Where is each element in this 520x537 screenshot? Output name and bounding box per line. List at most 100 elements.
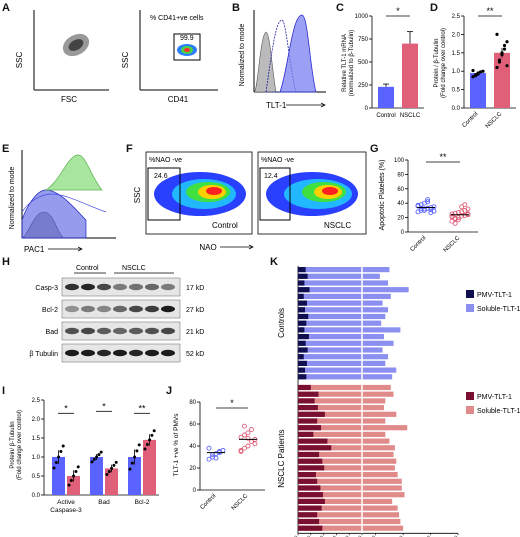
panel-k-control-pmv-bar xyxy=(298,327,305,333)
panel-k-nsclc-pmv-bar xyxy=(298,465,325,471)
panel-k-nsclc-pmv-bar xyxy=(298,391,319,397)
panel-k-control-pmv-bar xyxy=(298,360,307,366)
panel-h-western-blot: Control NSCLC Casp-3 17 kD Bcl-2 27 kD Bad 21… xyxy=(29,265,204,363)
panel-h-band xyxy=(81,305,95,313)
panel-i-point xyxy=(69,479,73,483)
panel-label-g: G xyxy=(370,143,379,155)
panel-k-nsclc-soluble-bar xyxy=(298,391,394,397)
panel-e-histogram: Normalized to mode PAC1 xyxy=(9,150,116,254)
panel-h-band xyxy=(145,349,159,357)
panel-i-x-tick-label: Active xyxy=(57,499,75,506)
panel-k-nsclc-soluble-bar xyxy=(298,431,386,437)
panel-d-y-tick-label: 2.5 xyxy=(452,14,461,20)
panel-h-band xyxy=(161,305,175,313)
panel-i-bar xyxy=(143,439,156,495)
panel-k-nsclc-pmv-bar xyxy=(298,492,323,498)
panel-k-control-pmv-bar xyxy=(298,280,305,286)
panel-k-control-soluble-bar xyxy=(298,347,383,353)
panel-g-chart: 0 20 40 60 80 100 Apoptotic Platelets (%) Contr… xyxy=(379,152,478,254)
panel-k-control-pmv-bar xyxy=(298,273,308,279)
panel-i-point xyxy=(143,447,147,451)
panel-c-sig-label: * xyxy=(396,6,400,16)
panel-k-nsclc-pmv-bar xyxy=(298,384,311,391)
panel-h-band xyxy=(113,283,127,291)
panel-k-nsclc-pmv-bar xyxy=(298,472,316,478)
panel-g-ylabel: Apoptotic Platelets (%) xyxy=(379,160,386,231)
panel-k-nsclc-pmv-bar xyxy=(298,478,318,484)
panel-i-point xyxy=(72,474,76,478)
panel-d-point xyxy=(500,51,504,55)
panel-a-ylabel-ssc: SSC xyxy=(15,52,24,69)
panel-k-control-pmv-bar xyxy=(298,287,310,293)
panel-i-y-tick-label: 2.5 xyxy=(32,398,41,404)
panel-d-point xyxy=(471,75,475,79)
panel-h-band xyxy=(81,283,95,291)
panel-f-gate-label-control: %NAO -ve xyxy=(149,157,182,164)
panel-k-nsclc-soluble-bar xyxy=(298,438,390,444)
panel-k-control-soluble-bar xyxy=(298,367,397,373)
panel-h-band xyxy=(145,305,159,313)
panel-j-point xyxy=(249,427,254,432)
panel-i-point xyxy=(150,433,154,437)
panel-k-nsclc-pmv-bar xyxy=(298,512,318,518)
panel-h-band xyxy=(81,327,95,335)
panel-h-band xyxy=(97,327,111,335)
panel-i-point xyxy=(54,460,58,464)
panel-i-point xyxy=(90,460,94,464)
panel-k-nsclc-soluble-bar xyxy=(298,384,391,391)
panel-i-point xyxy=(107,469,111,473)
panel-g-y-tick-label: 100 xyxy=(394,158,405,164)
panel-g-y-tick-label: 20 xyxy=(397,216,404,222)
panel-k-nsclc-pmv-bar xyxy=(298,411,325,417)
panel-i-x-tick-label: Bcl-2 xyxy=(135,499,150,506)
panel-d-x-tick-label: Control xyxy=(461,111,479,129)
panel-g-point xyxy=(418,205,424,211)
panel-k-legend-pmv-nsclc: PMV-TLT-1 xyxy=(477,394,512,401)
panel-i-point xyxy=(112,463,116,467)
panel-h-group-control: Control xyxy=(76,265,99,272)
panel-k-legend-soluble-control: Soluble-TLT-1 xyxy=(477,306,520,313)
panel-j-chart: 0 20 40 60 80 TLT-1 +ve % of PMVs Control NSCLC… xyxy=(173,398,265,512)
panel-i-point xyxy=(99,450,103,454)
panel-a-xlabel-fsc: FSC xyxy=(61,95,77,104)
panel-a-scatter-cd41: % CD41+ve cells 99.9 SSC CD41 xyxy=(121,10,218,104)
panel-f-control-value: 24.6 xyxy=(154,173,168,180)
panel-label-d: D xyxy=(430,2,438,14)
panel-k-nsclc-pmv-bar xyxy=(298,498,325,504)
panel-k-x-tick-label: 8000 xyxy=(448,534,459,537)
panel-d-y-tick-label: 1.5 xyxy=(452,51,461,57)
panel-k-control-soluble-bar xyxy=(298,307,389,313)
panel-i-bar xyxy=(52,457,65,495)
panel-d-x-tick-label: NSCLC xyxy=(485,111,504,130)
panel-h-band-size: 21 kD xyxy=(186,329,204,336)
panel-h-band xyxy=(129,283,143,291)
panel-k-control-pmv-bar xyxy=(298,313,309,320)
panel-i-y-tick-label: 1.5 xyxy=(32,436,41,442)
panel-k-control-soluble-bar xyxy=(298,320,382,326)
panel-k-x-tick-label: 4000 xyxy=(393,534,404,537)
panel-c-ylabel-1: (normalized to β-Tubulin) xyxy=(349,30,355,97)
panel-k-x-tick-label: 6000 xyxy=(421,534,432,537)
panel-j-point xyxy=(206,445,212,451)
panel-g-point xyxy=(465,206,471,212)
panel-k-control-soluble-bar xyxy=(298,273,380,279)
panel-d-bar-nsclc xyxy=(494,52,510,108)
panel-i-point xyxy=(105,472,109,476)
panel-f-ylabel: SSC xyxy=(133,187,142,204)
panel-g-point xyxy=(449,213,455,219)
panel-label-i: I xyxy=(2,385,6,397)
panel-f-control-label: Control xyxy=(212,221,238,230)
panel-j-point xyxy=(242,445,247,451)
panel-h-band xyxy=(129,305,143,313)
panel-k-nsclc-soluble-bar xyxy=(298,498,393,504)
panel-g-y-tick-label: 60 xyxy=(397,187,404,193)
panel-d-point xyxy=(495,32,499,36)
panel-e-xlabel: PAC1 xyxy=(24,245,45,254)
panel-d-y-tick-label: 1.0 xyxy=(452,69,461,75)
panel-i-point xyxy=(145,442,149,446)
panel-k-nsclc-pmv-bar xyxy=(298,518,320,525)
panel-k-x-tick-label: 1000 xyxy=(352,534,363,537)
panel-k-control-pmv-bar xyxy=(298,300,307,306)
panel-c-y-tick-label: 1000 xyxy=(355,14,369,20)
panel-h-band-label: Bcl-2 xyxy=(42,307,58,314)
